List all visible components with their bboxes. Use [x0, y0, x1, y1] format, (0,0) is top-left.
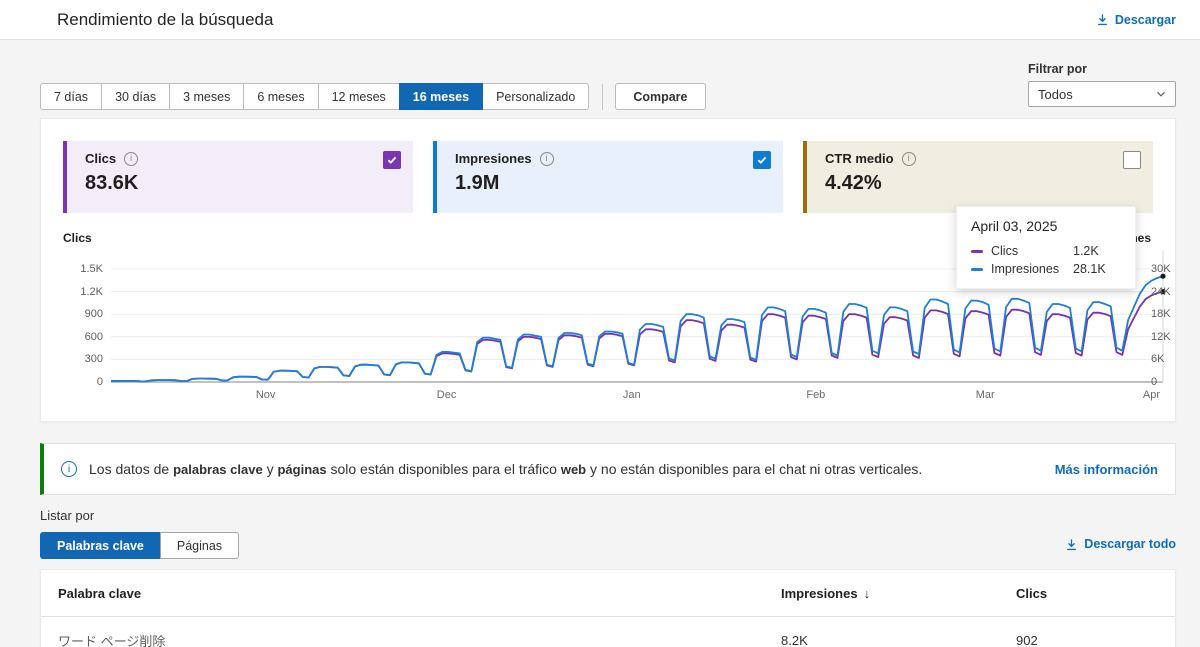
left-axis-tick: 300	[84, 353, 103, 366]
right-axis-tick: 6K	[1151, 353, 1165, 366]
compare-button[interactable]: Compare	[615, 83, 706, 110]
download-all-link[interactable]: Descargar todo	[1065, 537, 1176, 551]
metric-card-ctr-medio[interactable]: CTR medio i 4.42%	[803, 141, 1153, 213]
right-axis-tick: 30K	[1151, 263, 1171, 275]
metric-label: CTR medio	[825, 151, 894, 166]
right-axis-tick: 18K	[1151, 308, 1171, 321]
x-axis-month-label: Nov	[255, 389, 276, 401]
tooltip-date: April 03, 2025	[971, 218, 1058, 234]
x-axis-month-label: Jan	[622, 389, 641, 401]
chart-tooltip: April 03, 2025 Clics 1.2K Impresiones 28…	[956, 206, 1136, 289]
list-tabs: Palabras clave Páginas	[40, 532, 240, 559]
page-title: Rendimiento de la búsqueda	[57, 9, 274, 29]
range-button-personalizado[interactable]: Personalizado	[482, 83, 590, 110]
info-icon[interactable]: i	[539, 151, 554, 166]
metric-checkbox[interactable]	[383, 151, 401, 169]
metric-value: 4.42%	[825, 172, 882, 194]
tab-palabras-clave[interactable]: Palabras clave	[40, 532, 161, 559]
range-button-6-meses[interactable]: 6 meses	[243, 83, 319, 110]
list-by-label: Listar por	[40, 508, 95, 523]
right-axis-tick: 12K	[1151, 330, 1171, 343]
x-axis-month-label: Dec	[436, 389, 457, 401]
range-button-3-meses[interactable]: 3 meses	[169, 83, 245, 110]
download-link[interactable]: Descargar	[1096, 13, 1176, 27]
tooltip-row-impresiones: Impresiones 28.1K	[971, 262, 1121, 276]
left-axis-tick: 1.2K	[80, 285, 103, 298]
tooltip-row-clics: Clics 1.2K	[971, 244, 1121, 258]
banner-text: Los datos de palabras clave y páginas so…	[89, 461, 923, 477]
filter-dropdown-value: Todos	[1038, 86, 1073, 102]
keyword-cell: ワード ページ削除	[58, 633, 166, 647]
filter-area: 7 días 30 días 3 meses 6 meses 12 meses …	[40, 40, 1176, 118]
keywords-table: Palabra clave Impresiones ↓ Clics ワード ページ…	[40, 569, 1176, 647]
column-header-palabra-clave[interactable]: Palabra clave	[58, 585, 142, 601]
left-axis-tick: 1.5K	[80, 263, 103, 275]
metric-label: Clics	[85, 151, 117, 166]
metric-value: 1.9M	[455, 172, 500, 194]
divider	[602, 83, 604, 110]
x-axis-month-label: Feb	[806, 389, 826, 401]
info-banner: i Los datos de palabras clave y páginas …	[40, 443, 1176, 495]
filter-dropdown[interactable]: Todos	[1028, 81, 1176, 107]
hover-point-clics	[1160, 289, 1166, 295]
more-info-link[interactable]: Más información	[1054, 461, 1158, 477]
metric-cards: Clics i 83.6K Impresiones i 1.9M CTR med…	[63, 141, 1153, 213]
left-axis-title: Clics	[63, 231, 92, 245]
metric-value: 83.6K	[85, 172, 139, 194]
x-axis-month-label: Apr	[1142, 389, 1160, 401]
chart-plot[interactable]	[111, 231, 1179, 401]
metric-label: Impresiones	[455, 151, 532, 166]
table-header-row: Palabra clave Impresiones ↓ Clics	[41, 570, 1175, 617]
download-icon	[1067, 538, 1077, 550]
top-bar: Rendimiento de la búsqueda Descargar	[0, 0, 1200, 40]
range-button-12-meses[interactable]: 12 meses	[317, 83, 400, 110]
column-header-clics[interactable]: Clics	[1016, 585, 1048, 601]
info-icon: i	[61, 461, 77, 477]
right-axis-tick: 0	[1151, 376, 1158, 388]
impresiones-swatch	[971, 267, 983, 271]
tab-paginas[interactable]: Páginas	[159, 532, 240, 559]
metric-card-clics[interactable]: Clics i 83.6K	[63, 141, 413, 213]
series-line-impresiones	[111, 275, 1164, 383]
metric-card-impresiones[interactable]: Impresiones i 1.9M	[433, 141, 783, 213]
range-button-7-dias[interactable]: 7 días	[40, 83, 103, 110]
metric-checkbox[interactable]	[1123, 151, 1141, 169]
range-button-30-dias[interactable]: 30 días	[101, 83, 171, 110]
table-row[interactable]: ワード ページ削除 8.2K 902	[41, 617, 1175, 647]
hover-point-impresiones	[1160, 273, 1166, 279]
left-axis-tick: 900	[84, 308, 103, 321]
x-axis-month-label: Mar	[975, 389, 995, 401]
search-performance-card: Clics i 83.6K Impresiones i 1.9M CTR med…	[40, 118, 1176, 422]
clics-cell: 902	[1016, 632, 1038, 647]
chevron-down-icon	[1157, 91, 1165, 97]
date-range-group: 7 días 30 días 3 meses 6 meses 12 meses …	[40, 83, 590, 110]
line-chart[interactable]: Clics Impresiones 1.5K1.2K900600300030K2…	[63, 231, 1171, 401]
impresiones-cell: 8.2K	[781, 632, 808, 647]
left-axis-tick: 0	[96, 376, 103, 388]
column-header-impresiones[interactable]: Impresiones ↓	[781, 585, 871, 601]
filter-by-label: Filtrar por	[1028, 62, 1088, 76]
range-button-16-meses[interactable]: 16 meses	[398, 83, 484, 110]
download-icon	[1097, 14, 1107, 26]
info-icon[interactable]: i	[901, 151, 916, 166]
left-axis-tick: 600	[84, 330, 103, 343]
right-axis-tick: 24K	[1151, 285, 1171, 298]
metric-checkbox[interactable]	[753, 151, 771, 169]
info-icon[interactable]: i	[124, 151, 139, 166]
sort-descending-icon: ↓	[863, 585, 871, 601]
clics-swatch	[971, 249, 983, 253]
